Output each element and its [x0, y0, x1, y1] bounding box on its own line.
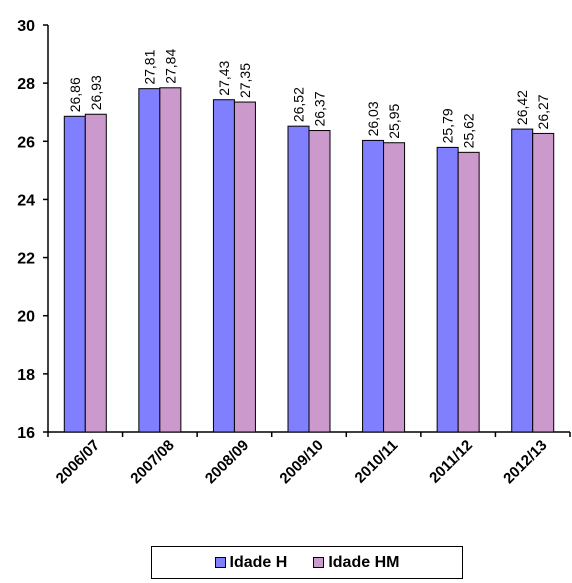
bar-idade-hm — [532, 132, 555, 433]
x-tick-label: 2011/12 — [426, 437, 476, 487]
bar-idade-h — [212, 99, 235, 433]
bar-idade-hm — [457, 151, 480, 433]
bar-idade-h — [287, 125, 310, 433]
bar-idade-h — [436, 146, 459, 433]
bar-idade-h — [63, 115, 86, 433]
legend: Idade H Idade HM — [151, 546, 463, 579]
y-tick-label: 18 — [17, 367, 35, 384]
x-tick-label: 2007/08 — [127, 437, 177, 487]
y-tick-label: 26 — [17, 134, 35, 151]
data-label: 26,37 — [312, 91, 328, 126]
bar-idade-hm — [233, 101, 256, 433]
legend-swatch-idade-hm — [313, 557, 325, 568]
x-axis: 2006/07 2007/08 2008/09 2009/10 2010/11 2011/… — [47, 431, 571, 487]
y-tick-label: 16 — [17, 425, 35, 442]
data-label: 27,35 — [237, 63, 253, 98]
data-label: 27,84 — [162, 49, 178, 84]
data-label: 27,43 — [216, 60, 232, 95]
x-tick-label: 2010/11 — [352, 437, 402, 487]
data-label: 26,52 — [291, 87, 307, 122]
bar-idade-hm — [308, 130, 331, 433]
data-label: 25,62 — [461, 113, 477, 148]
y-tick-label: 28 — [17, 76, 35, 93]
legend-item-idade-h: Idade H — [214, 553, 288, 572]
bar-idade-hm — [84, 113, 107, 433]
y-tick-label: 30 — [17, 18, 35, 35]
bar-idade-hm — [383, 142, 406, 433]
y-tick-label: 22 — [17, 251, 35, 268]
y-tick-label: 20 — [17, 309, 35, 326]
data-label: 25,79 — [440, 108, 456, 143]
bars — [63, 87, 555, 433]
y-axis: 16 18 20 22 24 26 28 30 — [17, 18, 49, 442]
legend-label-idade-h: Idade H — [229, 553, 288, 571]
x-tick-label: 2006/07 — [53, 437, 103, 487]
x-tick-label: 2008/09 — [202, 437, 252, 487]
bar-idade-hm — [159, 87, 182, 433]
data-label: 25,95 — [386, 103, 402, 138]
bar-idade-h — [511, 128, 534, 433]
data-label: 26,86 — [67, 77, 83, 112]
data-label: 26,27 — [535, 94, 551, 129]
data-label: 26,42 — [514, 90, 530, 125]
data-labels: 26,86 27,81 27,43 26,52 26,03 25,79 26,42 26,93… — [67, 49, 551, 149]
data-label: 26,93 — [88, 75, 104, 110]
legend-item-idade-hm: Idade HM — [313, 554, 399, 572]
legend-swatch-idade-h — [214, 557, 226, 568]
data-label: 26,03 — [365, 101, 381, 136]
y-tick-label: 24 — [17, 192, 35, 209]
legend-label-idade-hm: Idade HM — [328, 553, 400, 571]
x-tick-label: 2009/10 — [276, 437, 326, 487]
bar-idade-h — [138, 88, 161, 433]
x-tick-label: 2012/13 — [500, 437, 550, 487]
bar-idade-h — [362, 139, 385, 433]
data-label: 27,81 — [141, 49, 157, 84]
